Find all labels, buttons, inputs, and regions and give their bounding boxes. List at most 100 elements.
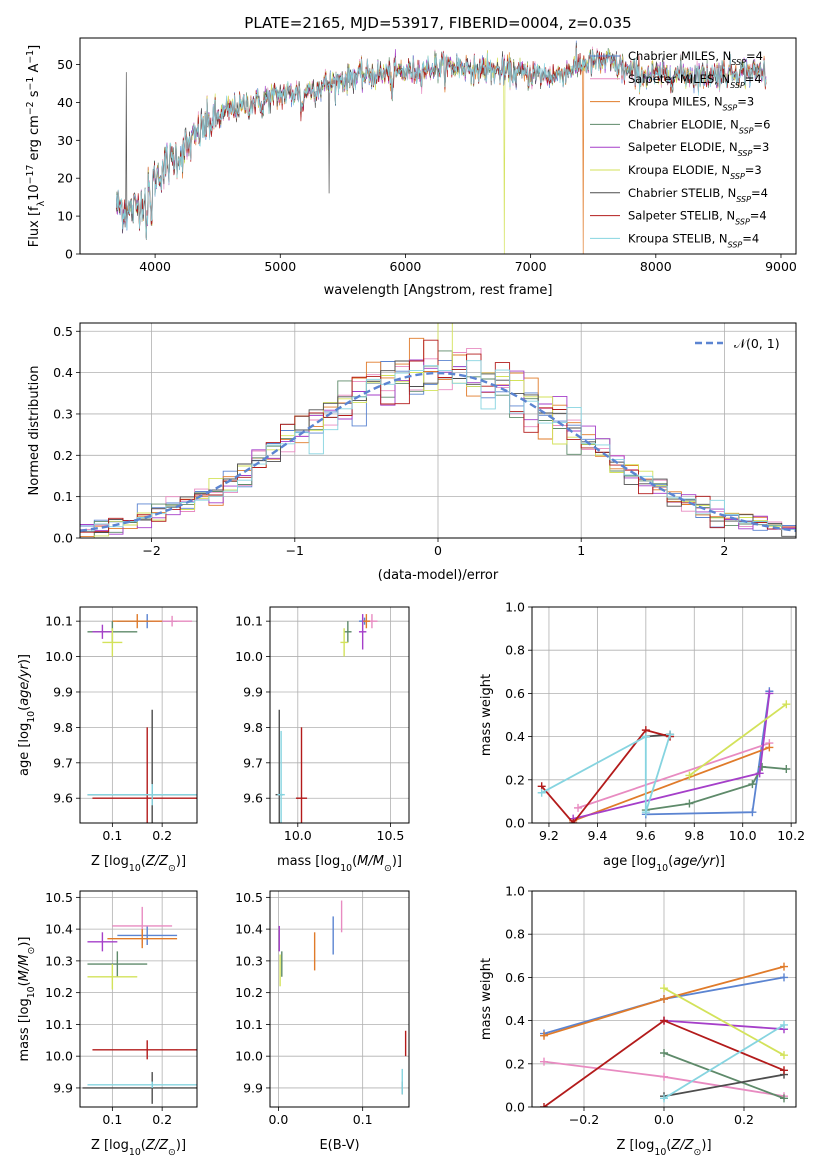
y-axis-label: Flux [fλ10−17 erg cm−2 s−1 A−1] — [25, 45, 47, 247]
y-tick-label: 0 — [65, 247, 73, 262]
label-part: mass [log — [277, 854, 340, 869]
label-part: ⊙ — [384, 863, 392, 874]
y-tick-label: 9.9 — [243, 684, 263, 699]
legend-sub: SSP — [730, 172, 745, 181]
plot-area — [82, 906, 197, 1104]
data-point — [92, 1040, 197, 1060]
legend-main: Chabrier STELIB, N — [628, 186, 736, 200]
axes-mass-vs-Z: 0.1 0.2 9.9 10.0 10.1 10.2 10.3 10.4 10.5 — [45, 890, 198, 1127]
weight-marker — [660, 995, 668, 1003]
axes-frame — [531, 606, 797, 824]
label-part: ( — [666, 1138, 671, 1153]
legend-tail: =4 — [742, 231, 759, 245]
y-tick-label: 0.2 — [53, 448, 73, 463]
legend-tail: =3 — [745, 163, 762, 177]
label-part: −17 — [25, 165, 36, 185]
legend-main: Chabrier ELODIE, N — [628, 117, 739, 131]
x-tick-label: 2 — [720, 543, 728, 558]
legend-main: Kroupa STELIB, N — [628, 231, 728, 245]
label-part: ( — [17, 981, 32, 986]
weight-marker — [660, 1072, 668, 1081]
label-part: λ — [36, 200, 47, 206]
y-tick-label: 10.0 — [235, 649, 263, 664]
weight-marker — [782, 700, 791, 709]
data-point — [102, 628, 123, 657]
x-tick-label: −2 — [142, 543, 160, 558]
y-tick-label: 0.0 — [505, 816, 525, 831]
weight-series — [574, 739, 774, 812]
weight-series — [540, 962, 788, 1040]
label-part: ] — [27, 45, 42, 50]
y-tick-label: 10.1 — [45, 1017, 73, 1032]
legend-label: Kroupa ELODIE, NSSP=3 — [628, 163, 762, 181]
y-tick-label: 9.7 — [53, 755, 73, 770]
x-tick-label: 0.2 — [734, 1112, 754, 1127]
x-tick-label: 10.0 — [284, 828, 312, 843]
weight-series — [537, 726, 675, 823]
label-part: 10 — [26, 711, 37, 723]
label-part: age/yr — [673, 854, 716, 869]
legend-label: Chabrier ELODIE, NSSP=6 — [628, 117, 770, 135]
x-axis-label: Z [log10(Z/Z⊙)] — [616, 1138, 711, 1158]
label-part: 10 — [654, 1147, 666, 1158]
label-part: s — [27, 90, 42, 101]
weight-marker — [540, 1057, 548, 1066]
y-tick-label: 9.7 — [243, 755, 263, 770]
y-tick-label: 0.4 — [505, 1013, 525, 1028]
label-part: mass [log — [17, 998, 32, 1061]
y-tick-label: 9.9 — [53, 1080, 73, 1095]
legend-sub: SSP — [738, 149, 753, 158]
y-tick-label: 20 — [57, 171, 73, 186]
y-tick-label: 9.9 — [53, 684, 73, 699]
legend-sub: SSP — [731, 58, 746, 67]
axes-mass-vs-EBV: 0.0 0.1 9.9 10.0 10.1 10.2 10.3 10.4 10.5 — [235, 890, 410, 1127]
weight-marker — [540, 1103, 548, 1107]
data-point — [107, 929, 178, 949]
x-tick-label: 10.0 — [729, 828, 757, 843]
weight-series — [660, 1016, 788, 1034]
label-part: Z/Z — [145, 854, 169, 869]
label-part: )] — [392, 854, 402, 869]
y-axis-label: age [log10(age/yr)] — [17, 654, 37, 776]
y-tick-label: 50 — [57, 57, 73, 72]
axes-frame — [269, 606, 410, 824]
weight-marker — [666, 730, 675, 739]
label-part: )] — [176, 1138, 186, 1153]
weight-line — [663, 1024, 785, 1100]
y-tick-label: 10.4 — [45, 922, 73, 937]
x-tick-label: 0.1 — [353, 1112, 373, 1127]
label-part: 10 — [656, 863, 668, 874]
x-tick-label: 7000 — [515, 259, 547, 274]
y-tick-label: 9.8 — [243, 720, 263, 735]
weight-line — [572, 746, 770, 822]
weight-marker — [780, 1020, 788, 1029]
data-point — [87, 951, 148, 977]
y-tick-label: 0.0 — [505, 1100, 525, 1115]
x-tick-label: 5000 — [264, 259, 296, 274]
x-tick-label: 9.8 — [684, 828, 704, 843]
y-tick-label: 1.0 — [505, 884, 525, 899]
legend-sub: SSP — [739, 126, 754, 135]
legend-label: 𝒩(0, 1) — [734, 336, 780, 351]
weight-series — [641, 762, 791, 815]
plot-area — [537, 687, 791, 823]
label-part: Z/Z — [670, 1138, 694, 1153]
label-part: M/M — [17, 955, 32, 982]
x-tick-label: −0.2 — [569, 1112, 599, 1127]
y-tick-label: 40 — [57, 95, 73, 110]
weight-marker — [641, 808, 650, 817]
y-tick-label: 1.0 — [505, 600, 525, 615]
x-tick-label: 9000 — [765, 259, 797, 274]
x-tick-label: 1 — [577, 543, 585, 558]
weight-marker — [755, 769, 764, 778]
weight-marker — [780, 962, 788, 971]
label-part: ⊙ — [168, 1147, 176, 1158]
weight-series — [537, 730, 675, 817]
label-part: Z/Z — [145, 1138, 169, 1153]
legend-sub: SSP — [723, 103, 738, 112]
legend-tail: =4 — [745, 72, 762, 86]
label-part: 10 — [129, 1147, 141, 1158]
y-tick-label: 10.3 — [45, 953, 73, 968]
legend-label: Kroupa MILES, NSSP=3 — [628, 95, 754, 113]
plot-area — [540, 962, 788, 1107]
